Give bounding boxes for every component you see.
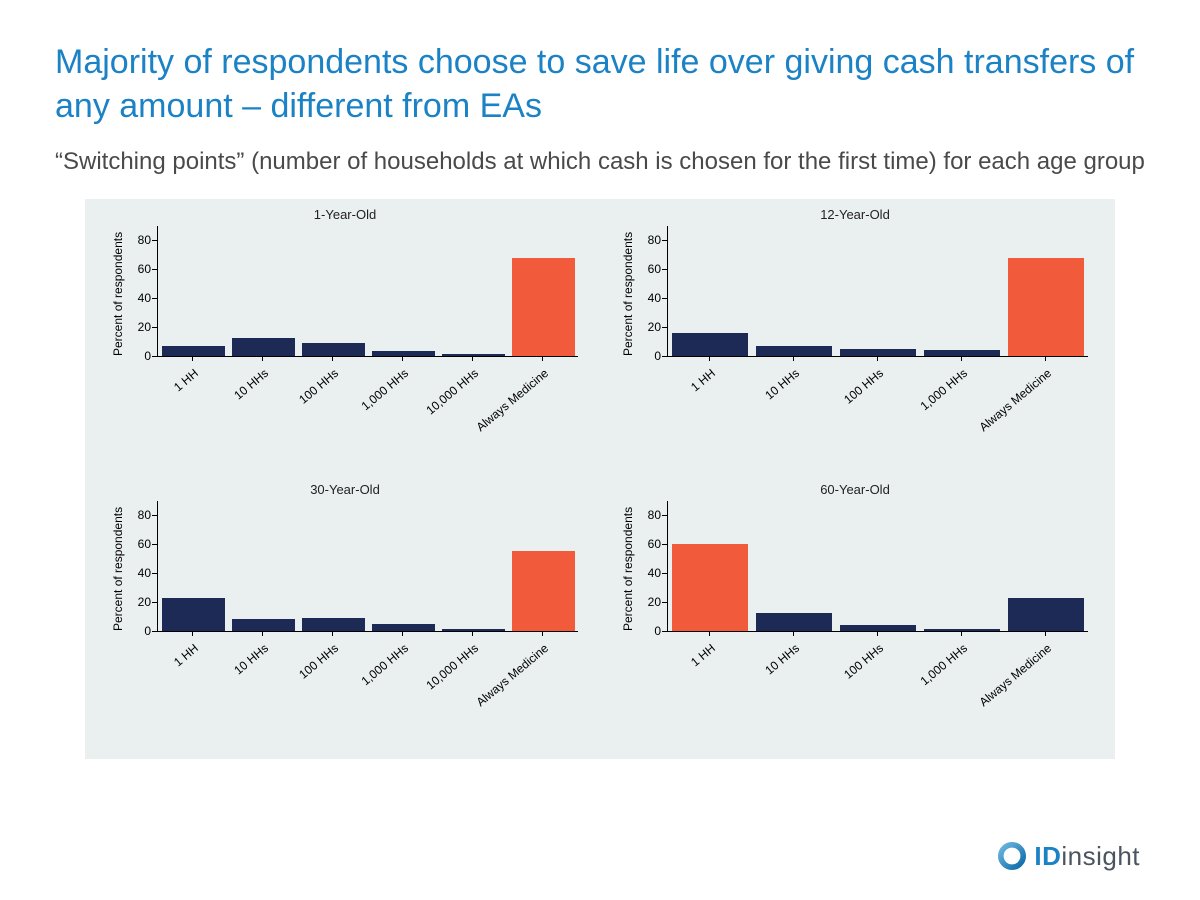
y-tick-label: 40	[131, 291, 151, 305]
y-tick-label: 40	[641, 566, 661, 580]
x-tick-mark	[961, 631, 962, 636]
y-tick-label: 80	[131, 233, 151, 247]
bar	[162, 598, 225, 631]
x-tick-label: Always Medicine	[968, 641, 1054, 716]
subplot-1: 12-Year-Old Percent of respondents 0 20 40 60…	[605, 204, 1105, 474]
x-tick-mark	[472, 631, 473, 636]
y-tick-label: 40	[641, 291, 661, 305]
y-tick-label: 0	[641, 349, 661, 363]
bar	[756, 346, 832, 356]
x-tick-mark	[709, 356, 710, 361]
x-tick-mark	[192, 631, 193, 636]
x-tick-mark	[793, 631, 794, 636]
y-tick-label: 0	[131, 624, 151, 638]
y-tick-label: 60	[641, 262, 661, 276]
x-tick-mark	[877, 356, 878, 361]
x-tick-mark	[332, 356, 333, 361]
x-tick-mark	[793, 356, 794, 361]
bar	[372, 351, 435, 355]
y-axis-label: Percent of respondents	[111, 232, 125, 356]
x-tick-mark	[262, 356, 263, 361]
plot-region	[157, 501, 578, 632]
y-tick-label: 40	[131, 566, 151, 580]
y-tick-label: 20	[641, 595, 661, 609]
x-tick-mark	[542, 356, 543, 361]
plot-region	[157, 226, 578, 357]
logo-text-insight: insight	[1061, 841, 1140, 871]
x-tick-label: 1 HH	[632, 641, 718, 716]
bar	[442, 629, 505, 630]
bar	[232, 338, 295, 355]
x-tick-label: 1,000 HHs	[884, 641, 970, 716]
x-tick-mark	[877, 631, 878, 636]
y-tick-label: 80	[131, 508, 151, 522]
bar	[512, 551, 575, 630]
x-tick-mark	[1045, 356, 1046, 361]
x-tick-label: 100 HHs	[800, 366, 886, 441]
subplot-title: 60-Year-Old	[605, 482, 1105, 497]
y-tick-label: 80	[641, 233, 661, 247]
y-tick-label: 60	[641, 537, 661, 551]
x-tick-mark	[332, 631, 333, 636]
y-tick-label: 0	[641, 624, 661, 638]
y-tick-label: 20	[131, 595, 151, 609]
plot-region	[667, 501, 1088, 632]
logo-ring-icon	[996, 840, 1028, 872]
bar	[232, 619, 295, 631]
bar	[302, 618, 365, 631]
slide-subtitle: “Switching points” (number of households…	[55, 146, 1145, 178]
x-tick-mark	[1045, 631, 1046, 636]
bar	[672, 333, 748, 356]
y-axis-label: Percent of respondents	[621, 232, 635, 356]
y-tick-label: 60	[131, 262, 151, 276]
bar	[672, 544, 748, 631]
x-tick-label: 1 HH	[632, 366, 718, 441]
subplot-2: 30-Year-Old Percent of respondents 0 20 40 60…	[95, 479, 595, 749]
x-tick-label: Always Medicine	[968, 366, 1054, 441]
bar	[162, 346, 225, 356]
bar	[302, 343, 365, 356]
bar	[1008, 258, 1084, 356]
x-tick-mark	[472, 356, 473, 361]
plot-region	[667, 226, 1088, 357]
bar	[512, 258, 575, 356]
brand-logo: IDinsight	[996, 840, 1140, 872]
subplot-title: 30-Year-Old	[95, 482, 595, 497]
bar	[372, 624, 435, 631]
y-tick-label: 60	[131, 537, 151, 551]
x-tick-mark	[961, 356, 962, 361]
bar	[756, 613, 832, 630]
y-tick-label: 0	[131, 349, 151, 363]
x-tick-mark	[262, 631, 263, 636]
subplot-0: 1-Year-Old Percent of respondents 0 20 40 60 8…	[95, 204, 595, 474]
bar	[1008, 598, 1084, 631]
y-tick-label: 20	[641, 320, 661, 334]
slide-title: Majority of respondents choose to save l…	[55, 40, 1145, 128]
subplot-title: 12-Year-Old	[605, 207, 1105, 222]
subplot-title: 1-Year-Old	[95, 207, 595, 222]
x-tick-label: 10 HHs	[716, 641, 802, 716]
x-tick-mark	[402, 631, 403, 636]
x-tick-label: 10 HHs	[716, 366, 802, 441]
x-tick-label: 100 HHs	[800, 641, 886, 716]
x-tick-mark	[402, 356, 403, 361]
logo-text-id: ID	[1034, 841, 1061, 871]
x-tick-mark	[192, 356, 193, 361]
x-tick-label: 1,000 HHs	[884, 366, 970, 441]
chart-grid: 1-Year-Old Percent of respondents 0 20 40 60 8…	[85, 199, 1115, 759]
y-axis-label: Percent of respondents	[621, 507, 635, 631]
logo-text: IDinsight	[1034, 841, 1140, 872]
x-tick-mark	[542, 631, 543, 636]
y-axis-label: Percent of respondents	[111, 507, 125, 631]
x-tick-mark	[709, 631, 710, 636]
y-tick-label: 20	[131, 320, 151, 334]
bar	[442, 354, 505, 355]
subplot-3: 60-Year-Old Percent of respondents 0 20 40 60…	[605, 479, 1105, 749]
bar	[840, 349, 916, 356]
y-tick-label: 80	[641, 508, 661, 522]
